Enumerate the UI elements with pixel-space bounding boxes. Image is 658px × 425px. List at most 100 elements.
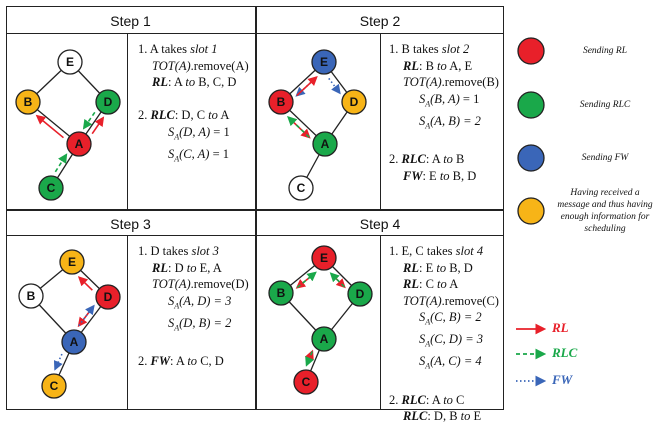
text-run: A [174,154,180,163]
text-run: : D, B [427,409,461,423]
legend-swatch-yellow [517,197,545,225]
text-run: A [446,277,459,291]
text-run: .remove(C) [441,293,499,308]
text-run: 1. E, C takes [389,244,456,258]
text-run: A [174,323,180,332]
step-title: Step 1 [110,13,151,29]
step2-split [380,33,381,209]
text-run: (D, A) [179,124,211,139]
action-line: TOT(A).remove(B) [389,74,499,91]
step1-network-diagram: A B C D E [15,49,121,201]
action-line: SA(A, C) = 4 [389,353,499,375]
node-label-c: C [302,375,311,389]
text-run: : E [418,260,437,275]
center-divider [255,6,257,410]
action-line: SA(C, B) = 2 [389,309,499,331]
node-label-b: B [277,286,286,300]
message-arrow-d-a [82,111,96,130]
action-line: TOT(A).remove(C) [389,293,499,310]
text-run: A [425,317,431,327]
node-label-a: A [321,137,330,151]
step4-network-diagram: A B C D E [268,245,373,395]
node-label-d: D [104,95,113,109]
text-run: S [168,146,175,161]
text-run: A [174,132,180,141]
action-line: 1. B takes slot 2 [389,41,499,58]
node-a [311,326,337,352]
text-run: RL [152,75,168,89]
text-run: TOT(A) [152,277,191,291]
action-line: 2. RLC: A to B [389,151,499,168]
text-run: E [470,409,482,423]
text-run: RLC [150,108,175,122]
text-run: C [452,392,465,407]
node-c [41,373,67,399]
node-e [311,245,337,271]
text-run: S [419,354,426,368]
node-c [38,175,64,201]
text-run: A, E [446,58,473,73]
step3-network-diagram: A B C D E [18,249,121,399]
message-arrow-c-a [54,153,68,173]
text-run: E, A [196,260,222,275]
text-run: RLC [403,409,428,423]
text-run: S [168,293,175,308]
node-a [312,131,338,157]
message-arrow-a-c [53,353,63,371]
node-d [95,89,121,115]
text-run: S [419,113,426,128]
node-e [57,49,83,75]
node-label-d: D [104,290,113,304]
node-a [66,131,92,157]
action-line: RL: C to A [389,276,499,293]
text-run: (D, B) = 2 [179,315,232,330]
text-run: : D [167,260,187,275]
message-arrow-a-b [35,114,64,139]
action-line: 2. RLC: D, C to A [138,107,249,124]
node-label-d: D [356,287,365,301]
text-run: .remove(D) [190,277,249,291]
action-line: RL: A to B, C, D [138,74,249,91]
text-run: A [174,301,180,310]
text-run: (A, D) = 3 [179,293,232,308]
text-run: to [437,58,447,73]
text-run: TOT(A) [403,75,442,89]
text-run: C, D [197,354,224,368]
message-arrow-e-d [328,77,341,95]
legend-label: Sending FW [581,153,629,163]
text-run: : A [167,75,186,89]
text-run: : A [425,152,444,166]
step4-actions: 1. E, C takes slot 4 RL: E to B, D RL: C t… [389,243,499,425]
text-run: .remove(B) [441,75,499,89]
text-run: to [439,168,450,183]
legend-label: Having received a message and thus havin… [557,188,653,234]
text-run: = 1 [210,124,230,139]
action-line: TOT(A).remove(D) [138,276,249,293]
node-label-e: E [68,255,76,269]
text-run: .remove(A) [190,58,249,73]
action-line: SA(A, D) = 3 [138,293,249,315]
text-run: A [425,99,431,108]
node-label-a: A [320,332,329,346]
action-line: FW: E to B, D [389,168,499,185]
node-label-e: E [320,55,328,69]
legend-swatch-red [517,37,545,65]
action-line: TOT(A).remove(A) [138,58,249,75]
legend-arrow-fw [516,375,547,387]
text-run: 2. [389,152,402,166]
action-line [138,91,249,108]
step4-split [380,235,381,410]
text-run: 2. [138,108,151,122]
text-run: RL [403,260,419,275]
text-run: 2. [389,392,402,407]
text-run: S [419,310,426,324]
node-label-c: C [297,181,306,195]
legend-label: Sending RL [582,46,628,56]
text-run: to [187,354,198,368]
action-line: SA(B, A) = 1 [389,91,499,113]
step-title: Step 2 [359,13,401,29]
step1-actions: 1. A takes slot 1 TOT(A).remove(A) RL: A t… [138,41,249,168]
text-run: = 1 [209,146,230,161]
legend-arrow-rl [516,323,547,335]
action-line: RL: E to B, D [389,260,499,277]
